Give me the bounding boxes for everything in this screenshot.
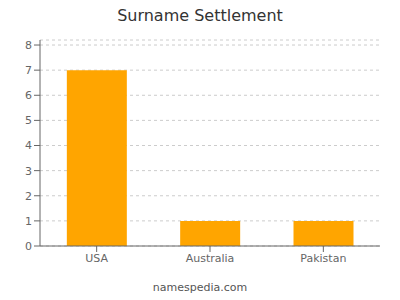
svg-text:3: 3 <box>25 165 32 178</box>
html-text:namespedia.com: namespedia.com <box>152 281 248 294</box>
svg-text:0: 0 <box>25 240 32 253</box>
svg-text:Australia: Australia <box>186 252 235 265</box>
svg-text:4: 4 <box>25 139 32 152</box>
html-text:Surname Settlement: Surname Settlement <box>117 6 283 25</box>
svg-text:2: 2 <box>25 190 32 203</box>
svg-text:USA: USA <box>85 252 108 265</box>
svg-text:8: 8 <box>25 39 32 52</box>
svg-text:Pakistan: Pakistan <box>300 252 346 265</box>
svg-text:7: 7 <box>25 64 32 77</box>
svg-text:5: 5 <box>25 114 32 127</box>
svg-text:6: 6 <box>25 89 32 102</box>
svg-text:1: 1 <box>25 215 32 228</box>
